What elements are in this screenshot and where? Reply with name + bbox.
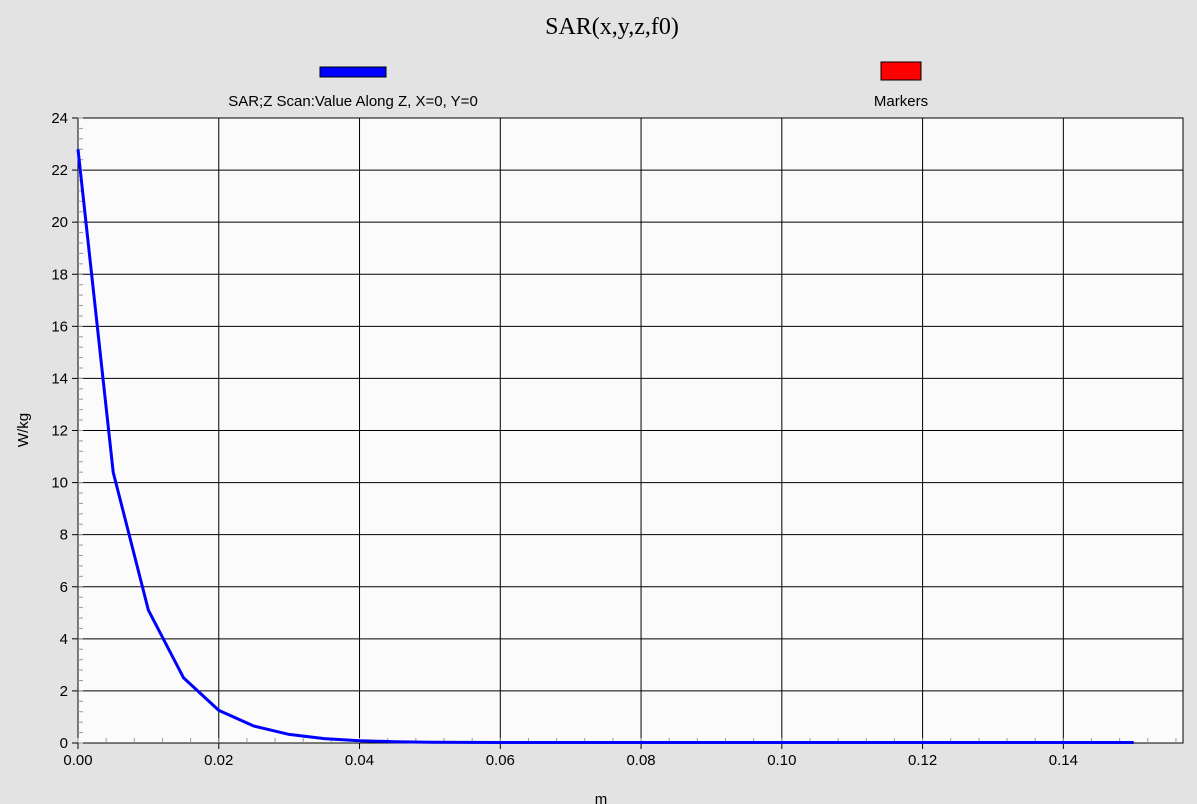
y-axis-label: W/kg [15, 413, 32, 447]
y-tick-label: 0 [60, 735, 68, 752]
x-tick-label: 0.08 [626, 752, 655, 769]
y-tick-label: 22 [51, 162, 68, 179]
x-tick-label: 0.14 [1049, 752, 1078, 769]
x-tick-label: 0.12 [908, 752, 937, 769]
y-tick-label: 4 [60, 631, 68, 648]
legend-label-markers: Markers [874, 93, 928, 110]
x-tick-label: 0.00 [63, 752, 92, 769]
y-tick-label: 8 [60, 527, 68, 544]
x-axis-label: m [595, 791, 608, 804]
legend-swatch-markers [881, 62, 921, 80]
y-tick-label: 16 [51, 318, 68, 335]
chart-title: SAR(x,y,z,f0) [545, 14, 679, 40]
legend-swatch-series [320, 67, 386, 77]
x-tick-label: 0.04 [345, 752, 374, 769]
y-tick-label: 6 [60, 579, 68, 596]
y-tick-label: 24 [51, 110, 68, 127]
y-tick-label: 10 [51, 475, 68, 492]
legend-label-series: SAR;Z Scan:Value Along Z, X=0, Y=0 [228, 93, 478, 110]
x-tick-label: 0.06 [486, 752, 515, 769]
y-tick-label: 14 [51, 370, 68, 387]
y-tick-label: 18 [51, 266, 68, 283]
y-tick-label: 2 [60, 683, 68, 700]
y-tick-label: 20 [51, 214, 68, 231]
x-tick-label: 0.02 [204, 752, 233, 769]
y-tick-label: 12 [51, 423, 68, 440]
x-tick-label: 0.10 [767, 752, 796, 769]
